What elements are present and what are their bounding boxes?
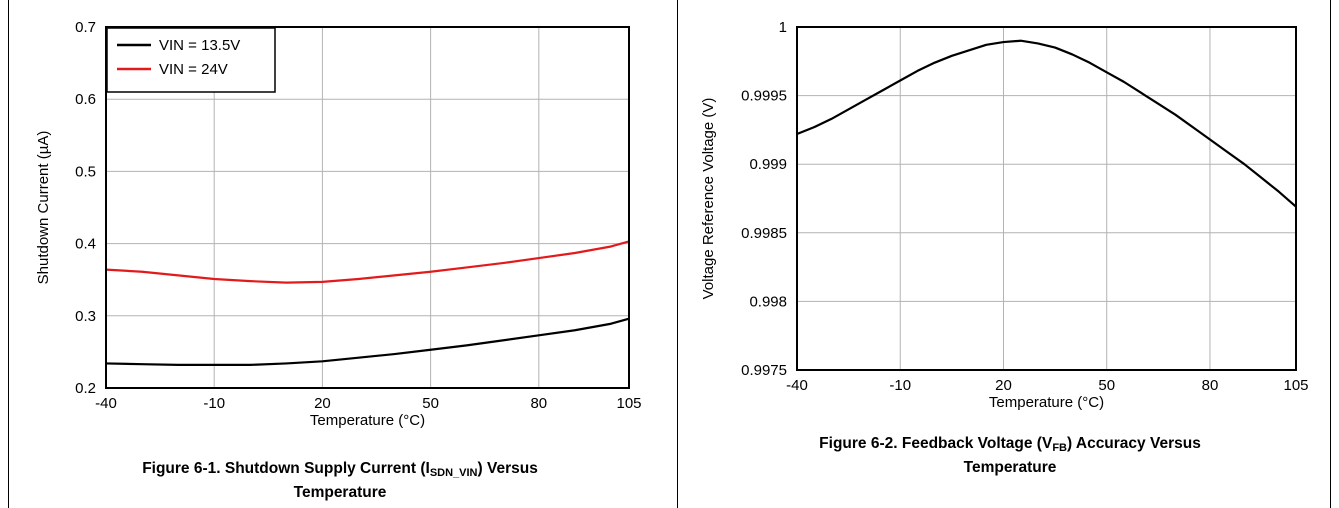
caption-subscript: FB	[1052, 442, 1067, 454]
x-tick-label: 80	[530, 395, 547, 412]
x-tick-label: -10	[889, 377, 911, 394]
page-frame-right	[1330, 0, 1331, 508]
legend-label: VIN = 24V	[159, 61, 228, 78]
page-frame-divider	[677, 0, 678, 508]
x-tick-label: 105	[616, 395, 641, 412]
series-line-0	[796, 39, 1297, 208]
series-line-1	[105, 240, 630, 284]
series-line-0	[105, 317, 630, 366]
y-tick-label: 0.6	[75, 91, 96, 108]
shutdown-current-chart: -40 -10 20 50 80 105 0.2 0.3 0.4 0.5 0.6 0.7 Tempera…	[35, 19, 642, 429]
caption-subscript: SDN_VIN	[429, 467, 478, 479]
figure-6-2-caption: Figure 6-2. Feedback Voltage (VFB) Accur…	[760, 434, 1260, 477]
y-axis-title: Shutdown Current (µA)	[35, 131, 52, 285]
legend-label: VIN = 13.5V	[159, 37, 240, 54]
y-tick-label: 0.7	[75, 19, 96, 36]
y-tick-label: 0.4	[75, 236, 96, 253]
x-tick-label: -10	[203, 395, 225, 412]
y-axis-title: Voltage Reference Voltage (V)	[700, 98, 717, 300]
x-axis-title: Temperature (°C)	[989, 394, 1104, 411]
legend-box	[106, 27, 276, 93]
plot-frame	[796, 26, 1297, 371]
y-tick-label: 0.5	[75, 163, 96, 180]
x-tick-label: 105	[1283, 377, 1308, 394]
x-tick-label: 20	[995, 377, 1012, 394]
y-tick-label: 0.9985	[741, 225, 787, 242]
x-tick-label: 50	[1098, 377, 1115, 394]
x-tick-label: -40	[95, 395, 117, 412]
x-tick-label: 20	[314, 395, 331, 412]
y-tick-label: 0.998	[749, 293, 787, 310]
y-tick-label: 0.9975	[741, 362, 787, 379]
figure-6-1-caption: Figure 6-1. Shutdown Supply Current (ISD…	[90, 459, 590, 502]
y-tick-label: 0.9995	[741, 88, 787, 105]
caption-line2: Temperature	[963, 459, 1057, 476]
caption-suffix: ) Versus	[477, 460, 538, 477]
caption-line2: Temperature	[293, 484, 387, 501]
x-tick-label: -40	[786, 377, 808, 394]
x-tick-label: 80	[1202, 377, 1219, 394]
caption-prefix: Figure 6-2. Feedback Voltage (V	[819, 435, 1053, 452]
y-tick-label: 0.999	[749, 156, 787, 173]
y-tick-label: 0.2	[75, 380, 96, 397]
feedback-voltage-chart: -40 -10 20 50 80 105 0.9975 0.998 0.9985 0.999 0.9…	[700, 19, 1309, 411]
plot-frame	[105, 26, 630, 389]
x-tick-label: 50	[422, 395, 439, 412]
caption-suffix: ) Accuracy Versus	[1066, 435, 1201, 452]
x-axis-title: Temperature (°C)	[310, 412, 425, 429]
y-tick-label: 1	[779, 19, 787, 36]
page-frame-left	[8, 0, 9, 508]
caption-prefix: Figure 6-1. Shutdown Supply Current (I	[142, 460, 430, 477]
y-tick-label: 0.3	[75, 308, 96, 325]
